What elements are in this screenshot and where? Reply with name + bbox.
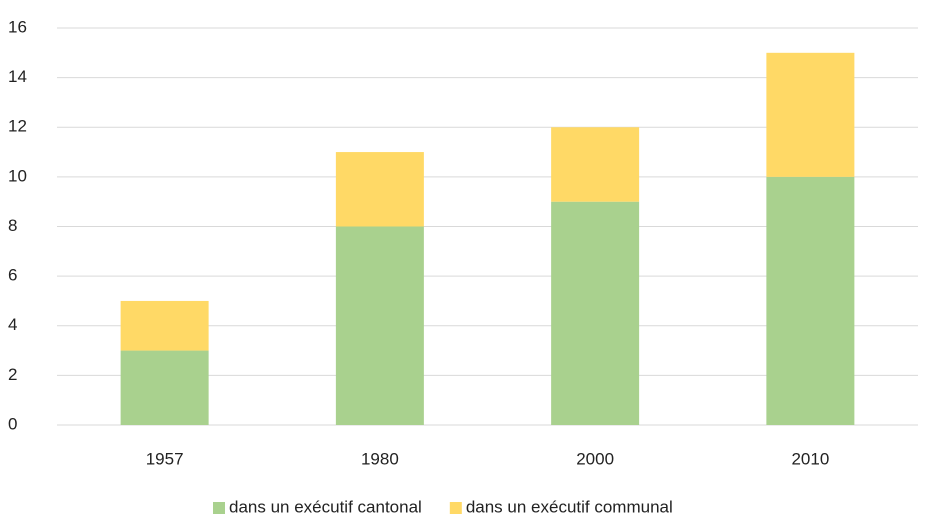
legend-label: dans un exécutif cantonal (229, 497, 422, 516)
bar-segment (766, 52, 855, 177)
bar-segment (335, 152, 424, 227)
bar-segment (766, 176, 855, 425)
legend-swatch (449, 502, 462, 514)
y-tick-label: 0 (8, 414, 17, 433)
y-tick-label: 10 (8, 166, 27, 185)
y-tick-label: 6 (8, 266, 17, 285)
y-tick-label: 16 (8, 17, 27, 36)
y-tick-label: 4 (8, 315, 17, 334)
y-tick-label: 12 (8, 117, 27, 136)
x-tick-label: 1957 (146, 449, 184, 468)
x-tick-label: 2000 (576, 449, 614, 468)
y-tick-label: 14 (8, 67, 27, 86)
bar-segment (551, 201, 640, 425)
bar-segment (120, 350, 209, 425)
x-tick-label: 2010 (791, 449, 829, 468)
bar-segment (335, 226, 424, 425)
bar-segment (120, 300, 209, 351)
bar-segment (551, 127, 640, 202)
x-tick-label: 1980 (361, 449, 399, 468)
legend-label: dans un exécutif communal (466, 497, 673, 516)
y-tick-label: 8 (8, 216, 17, 235)
y-tick-label: 2 (8, 365, 17, 384)
legend-swatch (213, 502, 225, 514)
